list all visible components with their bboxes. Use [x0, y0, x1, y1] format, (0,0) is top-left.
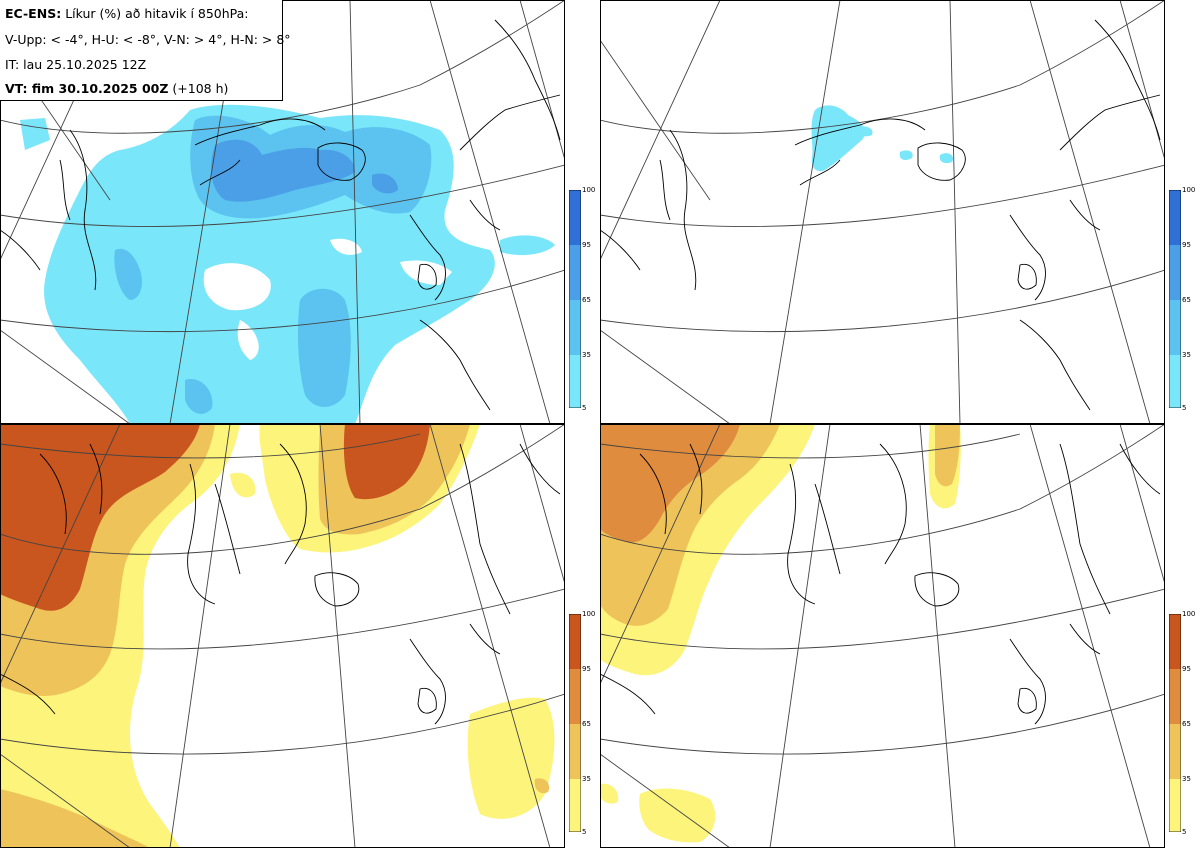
- map-panel-upper-right: [600, 0, 1165, 424]
- valid-time: VT: fim 30.10.2025 00Z: [5, 81, 169, 96]
- colorbar-tick: 65: [1182, 296, 1191, 304]
- colorbar-tick: 5: [582, 404, 587, 412]
- graticule: [0, 424, 565, 848]
- colorbar-tick: 95: [1182, 241, 1191, 249]
- map-panel-upper-left: EC-ENS: Líkur (%) að hitavik í 850hPa: V…: [0, 0, 565, 424]
- colorbar-tick: 5: [1182, 828, 1187, 836]
- colorbar-tick: 35: [1182, 351, 1191, 359]
- colorbar-tick: 95: [582, 665, 591, 673]
- colorbar-warm-left: 100 95 65 35 5: [569, 610, 595, 836]
- colorbar-tick: 5: [582, 828, 587, 836]
- colorbar-cold-right-ramp: [1169, 190, 1181, 408]
- probability-field-dark: [211, 139, 398, 202]
- colorbar-warm-right-ramp: [1169, 614, 1181, 832]
- title-line: EC-ENS: Líkur (%) að hitavik í 850hPa:: [5, 6, 249, 21]
- probability-field-dark: [600, 424, 740, 543]
- colorbar-tick: 100: [582, 186, 596, 194]
- map-panel-lower-left: [0, 424, 565, 848]
- colorbar-tick: 100: [582, 610, 596, 618]
- colorbar-tick: 95: [582, 241, 591, 249]
- colorbar-cold-left-ramp: [569, 190, 581, 408]
- coastlines: [0, 443, 561, 725]
- probability-map-warm-8: [600, 424, 1165, 848]
- colorbar-tick: 100: [1182, 186, 1196, 194]
- probability-field-light: [811, 105, 954, 172]
- title-text: Líkur (%) að hitavik í 850hPa:: [65, 6, 249, 21]
- colorbar-tick: 35: [1182, 775, 1191, 783]
- coastlines: [600, 19, 1161, 411]
- colorbar-cold-left: 100 95 65 35 5: [569, 186, 595, 412]
- map-info-box: EC-ENS: Líkur (%) að hitavik í 850hPa: V…: [0, 0, 291, 101]
- colorbar-warm-right: 100 95 65 35 5: [1169, 610, 1195, 836]
- model-name: EC-ENS:: [5, 6, 62, 21]
- graticule: [0, 0, 565, 424]
- probability-map-cold-8: [600, 0, 1165, 424]
- probability-map-cold-4: [0, 0, 565, 424]
- graticule: [600, 0, 1165, 424]
- colorbar-tick: 65: [582, 296, 591, 304]
- colorbar-tick: 35: [582, 775, 591, 783]
- graticule: [600, 424, 1165, 848]
- colorbar-tick: 65: [582, 720, 591, 728]
- probability-map-warm-4: [0, 424, 565, 848]
- colorbar-cold-right: 100 95 65 35 5: [1169, 186, 1195, 412]
- probability-field-dark: [0, 424, 430, 611]
- coastlines: [0, 19, 561, 411]
- colorbar-tick: 5: [1182, 404, 1187, 412]
- colorbar-tick: 100: [1182, 610, 1196, 618]
- lead-time: (+108 h): [172, 81, 229, 96]
- map-panel-lower-right: [600, 424, 1165, 848]
- valid-time-line: VT: fim 30.10.2025 00Z (+108 h): [5, 81, 228, 96]
- quadrant-legend: V-Upp: < -4°, H-U: < -8°, V-N: > 4°, H-N…: [5, 32, 291, 47]
- initial-time: IT: lau 25.10.2025 12Z: [5, 57, 147, 72]
- colorbar-tick: 35: [582, 351, 591, 359]
- coastlines: [600, 443, 1161, 725]
- colorbar-warm-left-ramp: [569, 614, 581, 832]
- colorbar-tick: 95: [1182, 665, 1191, 673]
- colorbar-tick: 65: [1182, 720, 1191, 728]
